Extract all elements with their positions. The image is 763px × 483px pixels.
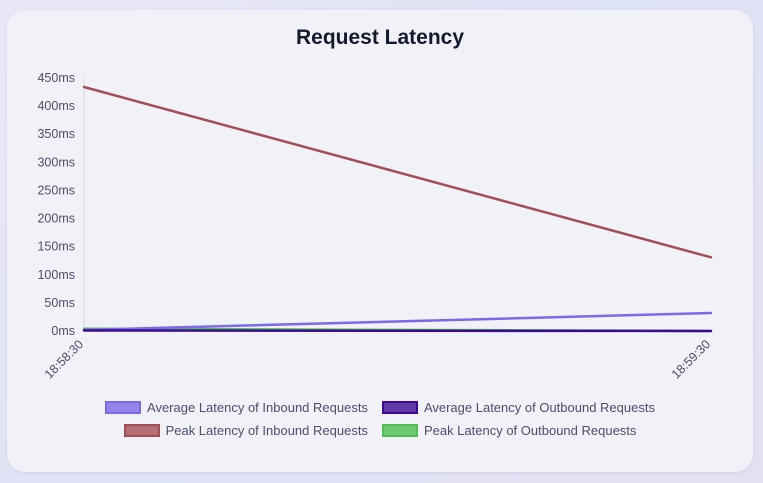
legend: Average Latency of Inbound Requests Aver… bbox=[7, 396, 753, 442]
y-tick-label: 100ms bbox=[37, 268, 75, 282]
x-tick-label: 18:58:30 bbox=[42, 337, 86, 381]
legend-item-avg-inbound[interactable]: Average Latency of Inbound Requests bbox=[105, 400, 368, 415]
y-axis: 0ms 50ms 100ms 150ms 200ms 250ms 300ms 350ms 400… bbox=[37, 71, 85, 338]
legend-swatch-peak-inbound bbox=[123, 424, 160, 437]
series-line-1 bbox=[82, 329, 713, 333]
series-layer bbox=[82, 85, 713, 333]
y-tick-label: 300ms bbox=[37, 155, 75, 169]
legend-swatch-avg-inbound bbox=[105, 401, 142, 414]
legend-row-2: Peak Latency of Inbound Requests Peak La… bbox=[7, 419, 753, 442]
series-line-2 bbox=[82, 85, 713, 259]
y-tick-label: 50ms bbox=[44, 296, 75, 310]
legend-item-peak-outbound[interactable]: Peak Latency of Outbound Requests bbox=[381, 423, 637, 438]
y-tick-label: 200ms bbox=[37, 212, 75, 226]
chart-title: Request Latency bbox=[295, 26, 465, 49]
chart-card: Request Latency 0ms 50ms 100ms 150ms 200ms 25… bbox=[7, 10, 753, 472]
x-tick-label: 18:59:30 bbox=[669, 337, 713, 381]
series-line-0 bbox=[82, 311, 713, 332]
y-tick-label: 150ms bbox=[37, 240, 75, 254]
legend-label-peak-outbound: Peak Latency of Outbound Requests bbox=[423, 423, 637, 438]
y-tick-label: 450ms bbox=[37, 71, 75, 85]
legend-label-avg-outbound: Average Latency of Outbound Requests bbox=[423, 400, 655, 415]
x-axis: 18:58:30 18:59:30 bbox=[42, 330, 713, 382]
legend-item-avg-outbound[interactable]: Average Latency of Outbound Requests bbox=[381, 400, 655, 415]
y-tick-label: 400ms bbox=[37, 99, 75, 113]
y-tick-label: 250ms bbox=[37, 183, 75, 197]
legend-row-1: Average Latency of Inbound Requests Aver… bbox=[7, 396, 753, 419]
legend-swatch-avg-outbound bbox=[381, 401, 418, 414]
y-tick-label: 350ms bbox=[37, 127, 75, 141]
legend-item-peak-inbound[interactable]: Peak Latency of Inbound Requests bbox=[123, 423, 368, 438]
line-chart: 0ms 50ms 100ms 150ms 200ms 250ms 300ms 350ms 400… bbox=[37, 71, 713, 382]
legend-label-avg-inbound: Average Latency of Inbound Requests bbox=[147, 400, 368, 415]
y-tick-label: 0ms bbox=[51, 324, 75, 338]
legend-swatch-peak-outbound bbox=[381, 424, 418, 437]
legend-label-peak-inbound: Peak Latency of Inbound Requests bbox=[165, 423, 368, 438]
